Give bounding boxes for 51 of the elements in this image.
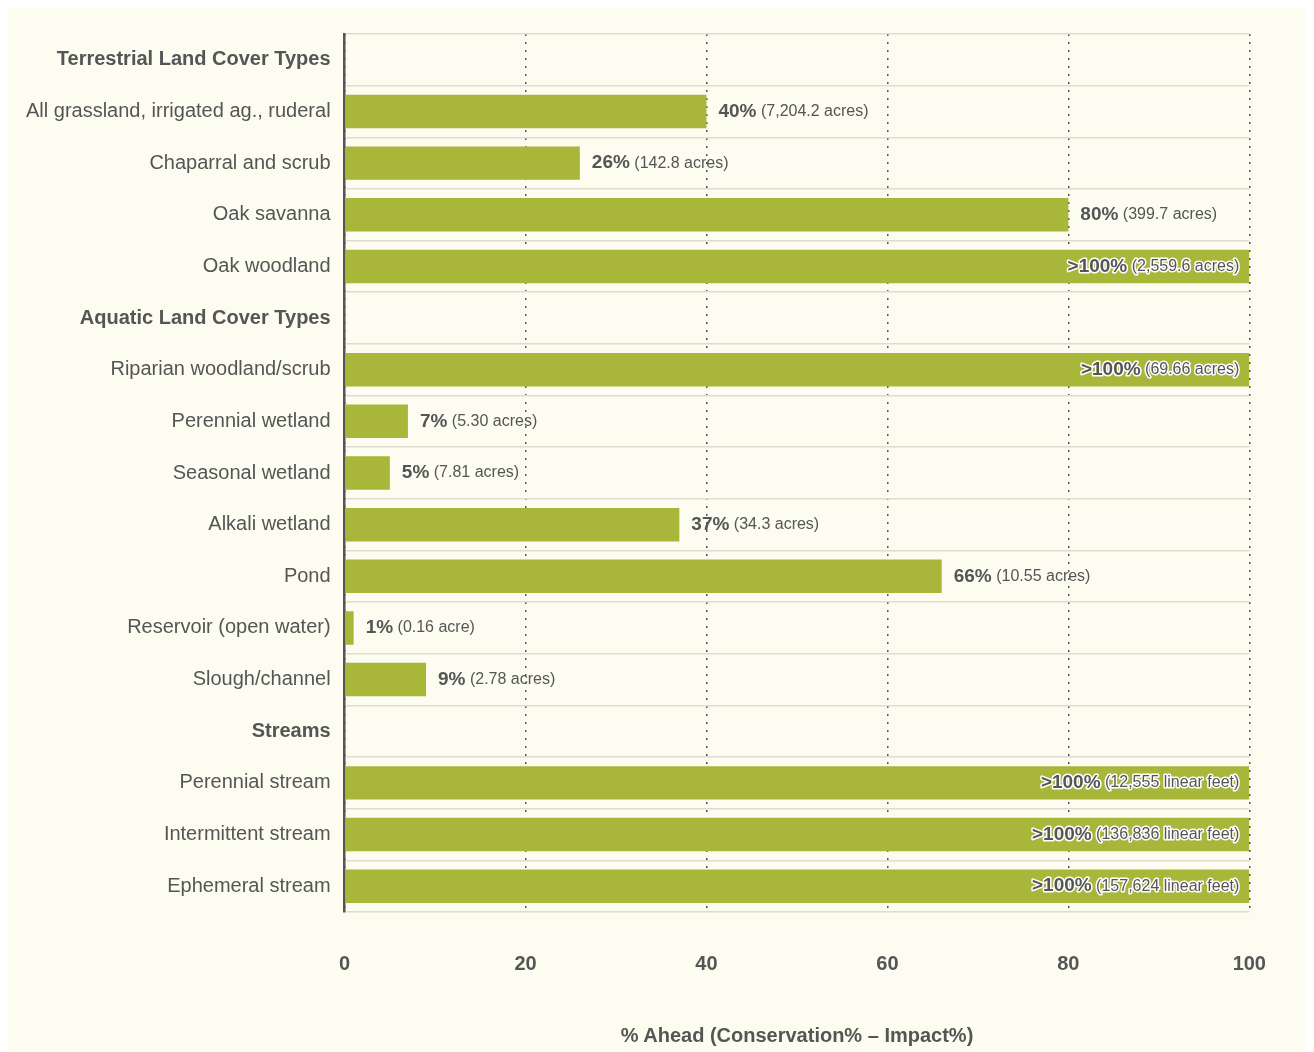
data-label: >100% (69.66 acres) bbox=[1080, 357, 1240, 379]
bar bbox=[345, 456, 390, 490]
bar bbox=[345, 869, 1250, 903]
data-label: 80% (399.7 acres) bbox=[1080, 203, 1218, 224]
data-label: 26% (142.8 acres) bbox=[591, 151, 729, 173]
y-tick-label: Slough/channel bbox=[192, 667, 331, 690]
x-tick-label: 60 bbox=[876, 951, 899, 974]
data-label: >100% (2,559.6 acres) bbox=[1067, 254, 1240, 276]
x-tick-label: 80 bbox=[1057, 951, 1080, 974]
data-label: 66% (10.55 acres) bbox=[953, 564, 1091, 586]
y-tick-label: Intermittent stream bbox=[163, 822, 331, 845]
bar bbox=[345, 662, 427, 697]
data-label: 40% (7,204.2 acres) bbox=[718, 99, 869, 121]
data-label: >100% (136,836 linear feet) bbox=[1031, 822, 1240, 844]
bar bbox=[345, 352, 1250, 387]
x-tick-label: 40 bbox=[695, 951, 718, 974]
bar bbox=[345, 404, 408, 439]
data-label: 1% (0.16 acre) bbox=[365, 616, 475, 638]
data-label: 37% (34.3 acres) bbox=[691, 512, 820, 534]
data-label: 5% (7.81 acres) bbox=[401, 461, 520, 483]
y-tick-label: Terrestrial Land Cover Types bbox=[56, 47, 331, 70]
y-tick-label: All grassland, irrigated ag., ruderal bbox=[25, 98, 331, 121]
bar bbox=[345, 198, 1069, 232]
data-label: 9% (2.78 acres) bbox=[438, 667, 556, 689]
bar bbox=[345, 94, 707, 129]
data-label: 7% (5.30 acres) bbox=[419, 409, 538, 431]
bar bbox=[345, 611, 354, 645]
y-tick-label: Aquatic Land Cover Types bbox=[79, 305, 331, 328]
y-tick-label: Oak woodland bbox=[202, 253, 331, 276]
data-label: >100% (157,624 linear feet) bbox=[1031, 874, 1240, 896]
y-tick-label: Streams bbox=[251, 718, 331, 741]
bar bbox=[345, 146, 580, 180]
data-label: >100% (12,555 linear feet) bbox=[1040, 771, 1240, 793]
y-tick-label: Pond bbox=[283, 563, 331, 586]
y-tick-label: Oak savanna bbox=[212, 202, 332, 225]
y-tick-label: Reservoir (open water) bbox=[127, 615, 331, 638]
y-tick-label: Alkali wetland bbox=[208, 512, 331, 535]
y-tick-label: Chaparral and scrub bbox=[149, 150, 331, 173]
bar bbox=[345, 766, 1250, 800]
y-tick-label: Seasonal wetland bbox=[172, 460, 331, 483]
y-tick-label: Perennial wetland bbox=[171, 408, 331, 431]
y-tick-label: Riparian woodland/scrub bbox=[110, 357, 331, 380]
bar bbox=[345, 507, 680, 542]
y-tick-label: Perennial stream bbox=[179, 770, 331, 793]
x-tick-label: 0 bbox=[339, 951, 351, 974]
x-tick-label: 100 bbox=[1232, 951, 1266, 974]
y-tick-label: Ephemeral stream bbox=[167, 873, 331, 896]
x-axis-title: % Ahead (Conservation% – Impact%) bbox=[620, 1023, 974, 1046]
bar bbox=[345, 559, 942, 594]
x-tick-label: 20 bbox=[514, 951, 537, 974]
bar bbox=[345, 249, 1250, 284]
